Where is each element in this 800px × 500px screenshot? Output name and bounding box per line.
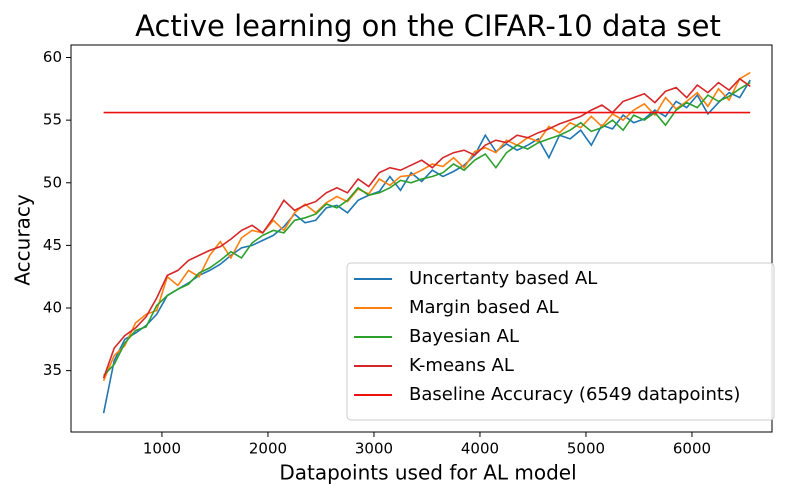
series-line — [103, 81, 751, 377]
y-axis-label: Accuracy — [11, 194, 35, 285]
x-axis-label: Datapoints used for AL model — [279, 461, 576, 485]
y-tick-label: 50 — [43, 173, 62, 191]
x-tick-label: 6000 — [673, 440, 711, 458]
legend-label: Bayesian AL — [409, 326, 519, 347]
y-tick-label: 60 — [43, 48, 62, 66]
legend-box — [346, 262, 775, 421]
x-tick-label: 4000 — [461, 440, 499, 458]
y-tick-label: 45 — [43, 236, 62, 254]
y-tick-label: 35 — [43, 361, 62, 379]
y-tick-label: 55 — [43, 111, 62, 129]
x-tick-label: 3000 — [355, 440, 393, 458]
legend-label: K-means AL — [409, 355, 514, 376]
y-tick-label: 40 — [43, 299, 62, 317]
x-tick-label: 1000 — [143, 440, 181, 458]
legend-label: Uncertanty based AL — [409, 268, 597, 289]
legend-label: Baseline Accuracy (6549 datapoints) — [409, 384, 740, 405]
x-tick-label: 5000 — [567, 440, 605, 458]
plot-frame — [70, 44, 773, 433]
series-line — [102, 71, 751, 382]
chart-title: Active learning on the CIFAR-10 data set — [135, 9, 721, 43]
legend-label: Margin based AL — [409, 297, 559, 318]
series-line — [102, 77, 751, 379]
x-tick-label: 2000 — [249, 440, 287, 458]
